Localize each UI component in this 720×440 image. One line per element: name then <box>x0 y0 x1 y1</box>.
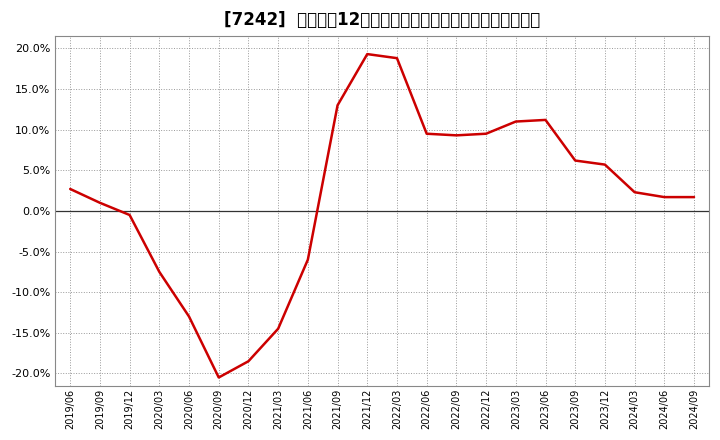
Title: [7242]  売上高の12か月移動合計の対前年同期増減率の推移: [7242] 売上高の12か月移動合計の対前年同期増減率の推移 <box>224 11 540 29</box>
